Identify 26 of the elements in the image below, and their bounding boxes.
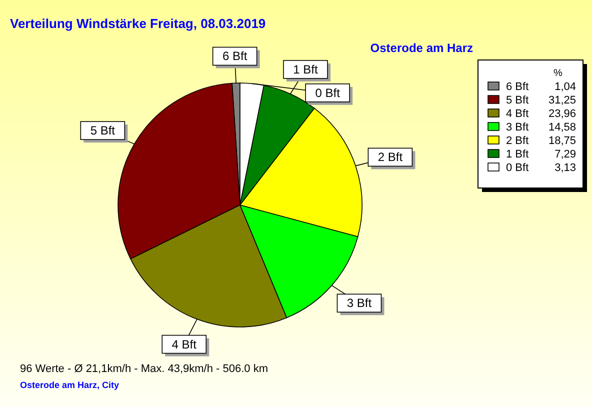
legend-label: 0 Bft	[506, 162, 529, 174]
legend-label: 3 Bft	[506, 122, 529, 134]
legend-label: 5 Bft	[506, 94, 529, 106]
text: Osterode am Harz, City	[20, 380, 120, 390]
data-label: 23,96	[548, 108, 576, 120]
slice-label: 3 Bft	[346, 296, 372, 310]
slice-label: 2 Bft	[378, 150, 404, 164]
data-label: 7,29	[554, 148, 576, 160]
legend-title: %	[554, 68, 563, 79]
data-label: 31,25	[548, 94, 576, 106]
chart-title: Verteilung Windstärke Freitag, 08.03.2019	[10, 16, 266, 31]
legend-label: 1 Bft	[506, 148, 529, 160]
data-label: 1,04	[554, 81, 576, 93]
slice-label: 6 Bft	[222, 49, 248, 64]
legend-label: 2 Bft	[506, 135, 529, 147]
text: 96 Werte - Ø 21,1km/h - Max. 43,9km/h - 506.0 km	[20, 363, 268, 375]
slice-label: 5 Bft	[90, 124, 116, 138]
data-label: 18,75	[548, 135, 576, 147]
legend-label: 6 Bft	[506, 81, 529, 93]
legend-label: 4 Bft	[506, 108, 529, 120]
chart-subtitle: Osterode am Harz	[370, 41, 473, 55]
slice-label: 4 Bft	[172, 337, 198, 352]
data-label: 14,58	[548, 122, 576, 134]
slice-label: 0 Bft	[315, 86, 341, 100]
data-label: 3,13	[554, 162, 576, 174]
slice-label: 1 Bft	[293, 62, 318, 76]
